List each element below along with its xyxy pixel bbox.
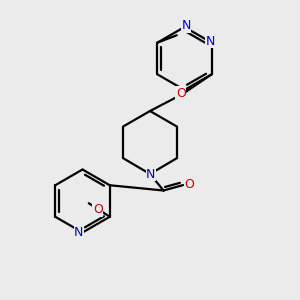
Text: N: N	[146, 167, 156, 181]
Text: N: N	[74, 226, 84, 239]
Text: O: O	[176, 87, 186, 100]
Text: O: O	[93, 203, 103, 216]
Text: N: N	[181, 19, 191, 32]
Text: N: N	[206, 35, 215, 48]
Text: O: O	[185, 178, 194, 191]
